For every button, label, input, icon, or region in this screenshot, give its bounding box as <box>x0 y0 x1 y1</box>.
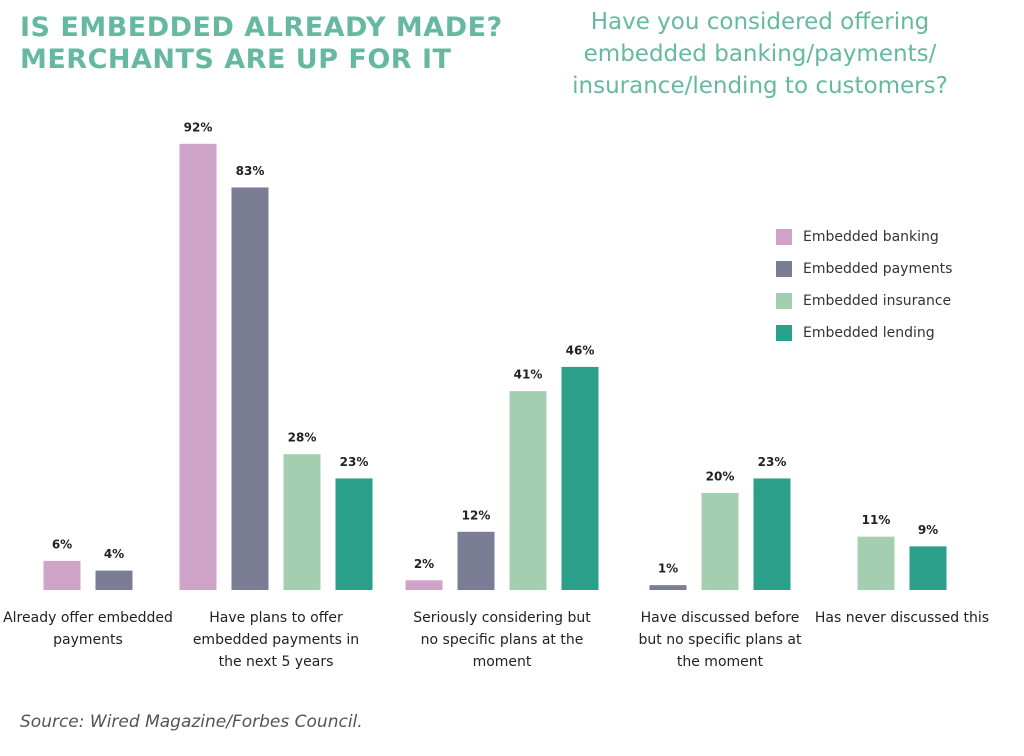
value-label: 11% <box>862 513 891 527</box>
value-label: 20% <box>706 470 735 484</box>
bar <box>561 366 599 590</box>
value-label: 41% <box>514 368 543 382</box>
subtitle-line: Have you considered offering <box>590 9 930 35</box>
subtitle-line: insurance/lending to customers? <box>572 73 948 99</box>
bar <box>95 570 133 590</box>
legend-swatch <box>776 325 792 341</box>
chart-title: IS EMBEDDED ALREADY MADE? MERCHANTS ARE … <box>20 12 503 76</box>
value-label: 46% <box>566 343 595 357</box>
x-tick-label: Have discussed before but no specific pl… <box>638 610 802 670</box>
value-label: 12% <box>462 508 491 522</box>
bar <box>283 454 321 590</box>
source: Source: Wired Magazine/Forbes Council. <box>20 712 363 732</box>
bar <box>405 580 443 590</box>
bar <box>231 187 269 590</box>
chart-subtitle: Have you considered offering embedded ba… <box>540 6 980 102</box>
bar <box>701 493 739 590</box>
bar <box>335 478 373 590</box>
bar <box>509 391 547 590</box>
bar <box>753 478 791 590</box>
value-label: 1% <box>658 562 678 576</box>
bar <box>43 560 81 590</box>
legend-label: Embedded payments <box>803 261 952 277</box>
x-tick-label: Already offer embedded payments <box>3 610 173 648</box>
legend-label: Embedded lending <box>803 325 935 341</box>
x-tick-label: Seriously considering but no specific pl… <box>413 610 591 670</box>
bar <box>649 585 687 590</box>
legend-swatch <box>776 261 792 277</box>
value-label: 6% <box>52 537 72 551</box>
value-label: 23% <box>758 455 787 469</box>
value-label: 83% <box>236 164 265 178</box>
x-tick-label: Has never discussed this <box>814 610 990 626</box>
bar <box>457 531 495 590</box>
value-label: 4% <box>104 547 124 561</box>
title-line: IS EMBEDDED ALREADY MADE? <box>20 12 503 43</box>
value-label: 23% <box>340 455 369 469</box>
x-tick-label: Have plans to offer embedded payments in… <box>192 610 360 670</box>
bar <box>909 546 947 590</box>
value-label: 28% <box>288 431 317 445</box>
title-line: MERCHANTS ARE UP FOR IT <box>20 44 452 75</box>
legend-swatch <box>776 293 792 309</box>
value-label: 9% <box>918 523 938 537</box>
subtitle-line: embedded banking/payments/ <box>583 41 937 67</box>
bar <box>179 143 217 591</box>
legend-label: Embedded banking <box>803 229 939 245</box>
legend-swatch <box>776 229 792 245</box>
value-label: 2% <box>414 557 434 571</box>
value-label: 92% <box>184 120 213 134</box>
bar <box>857 536 895 590</box>
legend-label: Embedded insurance <box>803 293 951 309</box>
